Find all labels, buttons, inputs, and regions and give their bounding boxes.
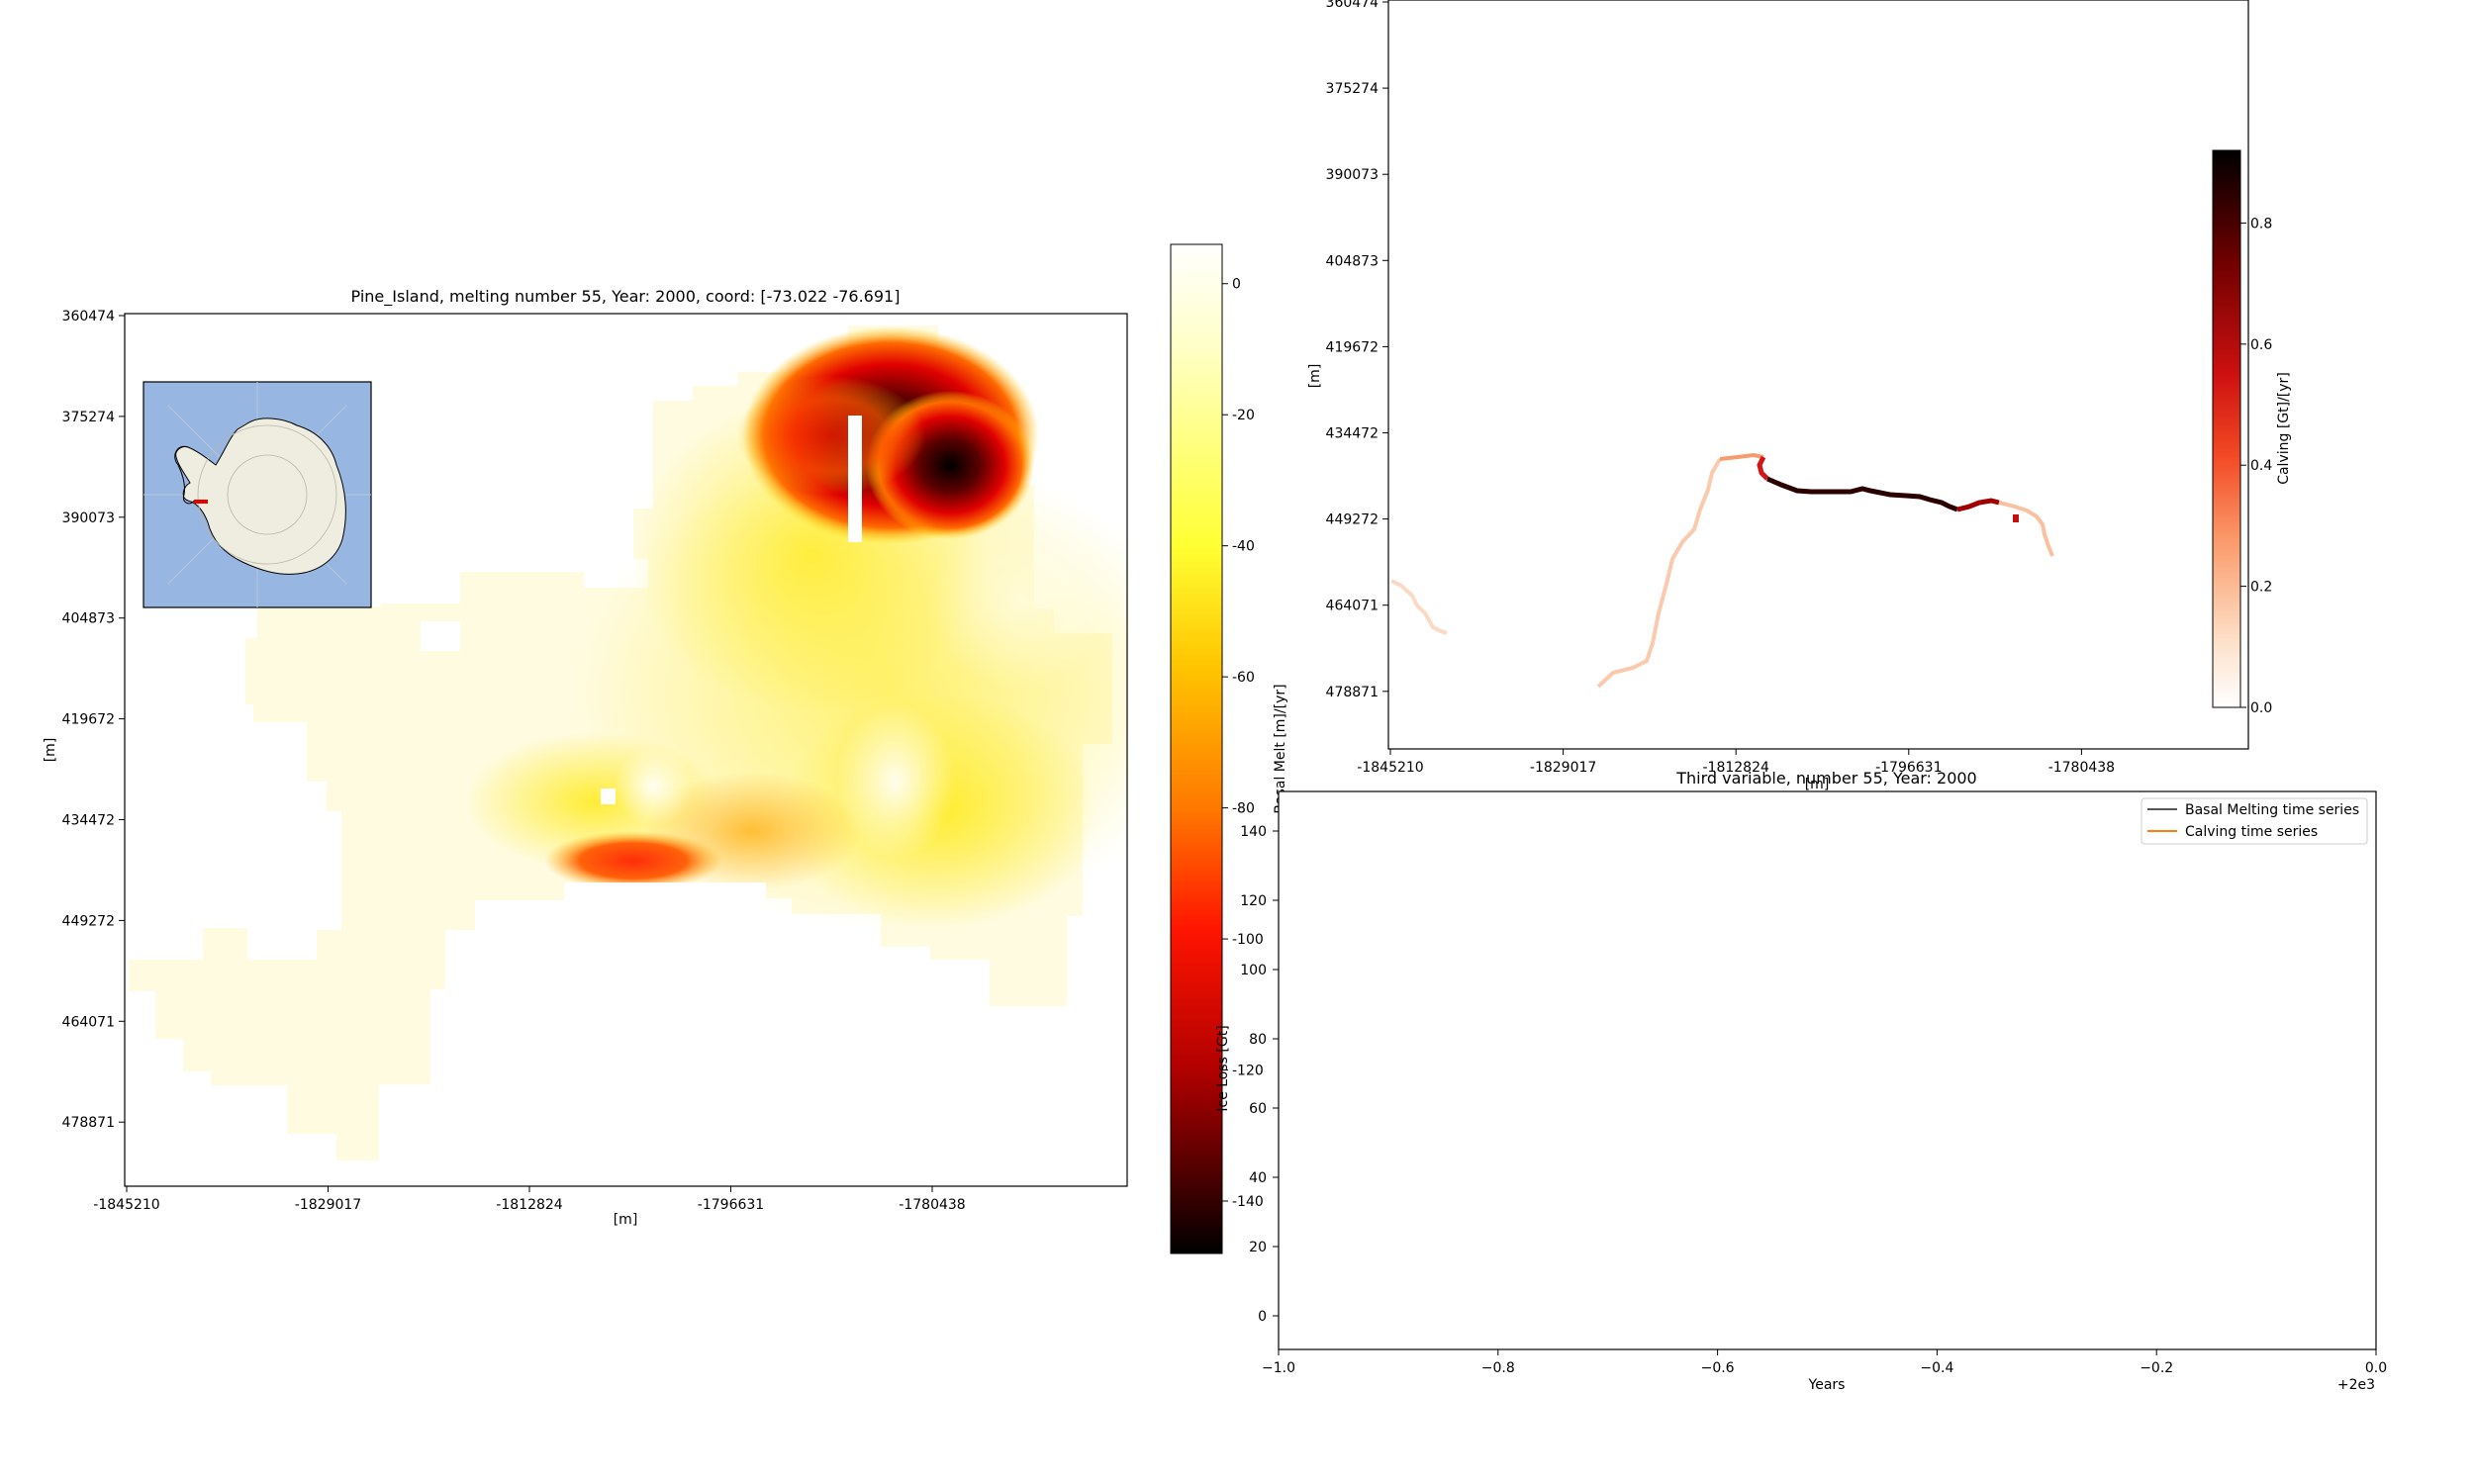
calv-x-tick-label: -1829017 bbox=[1530, 760, 1596, 776]
ts-y-tick-label: 100 bbox=[1240, 963, 1267, 978]
melt-cbar-tick-label: 0 bbox=[1232, 277, 1241, 293]
calv-y-tick-label: 434472 bbox=[1326, 426, 1379, 442]
legend-box bbox=[2141, 797, 2368, 845]
melt-y-tick-label: 449272 bbox=[62, 913, 115, 929]
melt-colorbar-label: Basal Melt [m]/[yr] bbox=[1273, 684, 1288, 813]
calving-front bbox=[1390, 452, 2054, 689]
ts-x-tick-label: −0.8 bbox=[1481, 1360, 1515, 1376]
calving-y-ticks: 360474 375274 390073 404873 419672 434472 4492… bbox=[1326, 0, 1388, 700]
ts-y-tick-label: 60 bbox=[1249, 1101, 1267, 1117]
legend-label-calving: Calving time series bbox=[2185, 824, 2318, 840]
calv-y-tick-label: 375274 bbox=[1326, 81, 1380, 97]
ts-y-tick-label: 120 bbox=[1240, 893, 1267, 909]
calving-colorbar bbox=[2212, 149, 2241, 708]
melt-x-tick-label: -1845210 bbox=[93, 1197, 159, 1213]
melt-x-ticks: -1845210 -1829017 -1812824 -1796631 -1780438 bbox=[93, 1186, 966, 1213]
calving-x-ticks: -1845210 -1829017 -1812824 -1796631 -1780438 bbox=[1357, 749, 2115, 776]
melt-y-tick-label: 464071 bbox=[62, 1014, 115, 1030]
timeseries-x-label: Years bbox=[1808, 1377, 1846, 1393]
melt-x-tick-label: -1780438 bbox=[899, 1197, 965, 1213]
calv-cbar-tick-label: 0.4 bbox=[2250, 458, 2272, 474]
calving-y-label: [m] bbox=[1307, 364, 1323, 389]
antarctica-continent bbox=[175, 417, 346, 575]
melt-y-tick-label: 375274 bbox=[62, 410, 116, 425]
legend-label-basal: Basal Melting time series bbox=[2185, 802, 2359, 818]
ts-x-tick-label: 0.0 bbox=[2365, 1360, 2387, 1376]
melt-cbar-tick-label: -60 bbox=[1232, 670, 1255, 686]
ts-y-tick-label: 40 bbox=[1249, 1170, 1267, 1186]
timeseries-x-offset: +2e3 bbox=[2337, 1377, 2375, 1393]
melt-map-panel: Pine_Island, melting number 55, Year: 20… bbox=[43, 243, 1288, 1254]
ts-x-tick-label: −1.0 bbox=[1262, 1360, 1295, 1376]
ts-x-tick-label: −0.6 bbox=[1701, 1360, 1735, 1376]
melt-x-tick-label: -1796631 bbox=[698, 1197, 764, 1213]
calv-x-tick-label: -1796631 bbox=[1875, 760, 1942, 776]
calv-y-tick-label: 449272 bbox=[1326, 512, 1379, 528]
calving-colorbar-ticks: 0.0 0.2 0.4 0.6 0.8 bbox=[2240, 216, 2272, 716]
melt-y-tick-label: 360474 bbox=[62, 309, 116, 325]
calv-y-tick-label: 478871 bbox=[1326, 685, 1379, 700]
calv-y-tick-label: 404873 bbox=[1326, 253, 1379, 269]
calving-x-label: [m] bbox=[1805, 777, 1830, 792]
calv-cbar-tick-label: 0.8 bbox=[2250, 216, 2272, 232]
melt-x-label: [m] bbox=[614, 1212, 638, 1228]
melt-colorbar bbox=[1170, 243, 1223, 1254]
calv-x-tick-label: -1845210 bbox=[1357, 760, 1423, 776]
melt-cbar-tick-label: -20 bbox=[1232, 408, 1255, 423]
timeseries-title: Third variable, number 55, Year: 2000 bbox=[1675, 769, 1976, 788]
ts-x-tick-label: −0.2 bbox=[2140, 1360, 2173, 1376]
inset-inner-graticule bbox=[197, 424, 337, 565]
melt-cbar-tick-label: -140 bbox=[1232, 1194, 1264, 1210]
melt-cbar-tick-label: -100 bbox=[1232, 932, 1264, 948]
melt-map-title: Pine_Island, melting number 55, Year: 20… bbox=[351, 287, 901, 307]
calv-x-tick-label: -1780438 bbox=[2048, 760, 2115, 776]
calving-colorbar-label: Calving [Gt]/[yr] bbox=[2276, 372, 2292, 485]
ts-y-tick-label: 0 bbox=[1258, 1309, 1267, 1325]
melt-cbar-tick-label: -120 bbox=[1232, 1064, 1264, 1079]
melt-y-tick-label: 390073 bbox=[62, 510, 115, 526]
timeseries-axes-frame bbox=[1278, 790, 2377, 1350]
ts-y-tick-label: 140 bbox=[1240, 824, 1267, 840]
melt-colorbar-ticks: 0 -20 -40 -60 -80 -100 -120 -140 bbox=[1222, 277, 1264, 1210]
melt-axes-frame bbox=[124, 313, 1128, 1187]
ts-x-tick-label: −0.4 bbox=[1920, 1360, 1953, 1376]
calving-map-panel: 360474 375274 390073 404873 419672 434472 4492… bbox=[1307, 0, 2292, 792]
melt-cbar-tick-label: -80 bbox=[1232, 801, 1255, 817]
melt-cbar-tick-label: -40 bbox=[1232, 539, 1255, 555]
calv-y-tick-label: 419672 bbox=[1326, 339, 1379, 355]
calv-cbar-tick-label: 0.6 bbox=[2250, 337, 2272, 353]
calv-y-tick-label: 360474 bbox=[1326, 0, 1380, 11]
melt-field bbox=[129, 325, 1127, 1160]
melt-y-label: [m] bbox=[43, 738, 58, 763]
calv-x-tick-label: -1812824 bbox=[1702, 760, 1768, 776]
calv-y-tick-label: 390073 bbox=[1326, 167, 1379, 183]
ts-y-tick-label: 20 bbox=[1249, 1240, 1267, 1255]
calv-cbar-tick-label: 0.0 bbox=[2250, 700, 2272, 716]
melt-y-tick-label: 404873 bbox=[62, 611, 115, 627]
antarctic-peninsula bbox=[174, 445, 195, 505]
melt-y-tick-label: 419672 bbox=[62, 712, 115, 728]
timeseries-y-label: Ice Loss [Gt] bbox=[1215, 1025, 1231, 1111]
melt-y-tick-label: 478871 bbox=[62, 1115, 115, 1131]
melt-x-tick-label: -1829017 bbox=[295, 1197, 361, 1213]
ts-y-tick-label: 80 bbox=[1249, 1032, 1267, 1048]
melt-y-ticks: 360474 375274 390073 404873 419672 434472 4492… bbox=[62, 309, 125, 1131]
calv-cbar-tick-label: 0.2 bbox=[2250, 580, 2272, 596]
timeseries-x-ticks: −1.0 −0.8 −0.6 −0.4 −0.2 0.0 bbox=[1262, 1349, 2387, 1376]
melt-x-tick-label: -1812824 bbox=[496, 1197, 562, 1213]
location-marker bbox=[194, 500, 208, 504]
melt-y-tick-label: 434472 bbox=[62, 813, 115, 829]
antarctica-inset-map bbox=[143, 381, 372, 608]
timeseries-y-ticks: 0 20 40 60 80 100 120 140 bbox=[1240, 824, 1279, 1325]
timeseries-panel: Third variable, number 55, Year: 2000 −1… bbox=[1215, 769, 2387, 1393]
calv-y-tick-label: 464071 bbox=[1326, 599, 1379, 614]
timeseries-legend: Basal Melting time series Calving time s… bbox=[2141, 797, 2368, 845]
calving-axes-frame bbox=[1387, 0, 2249, 750]
